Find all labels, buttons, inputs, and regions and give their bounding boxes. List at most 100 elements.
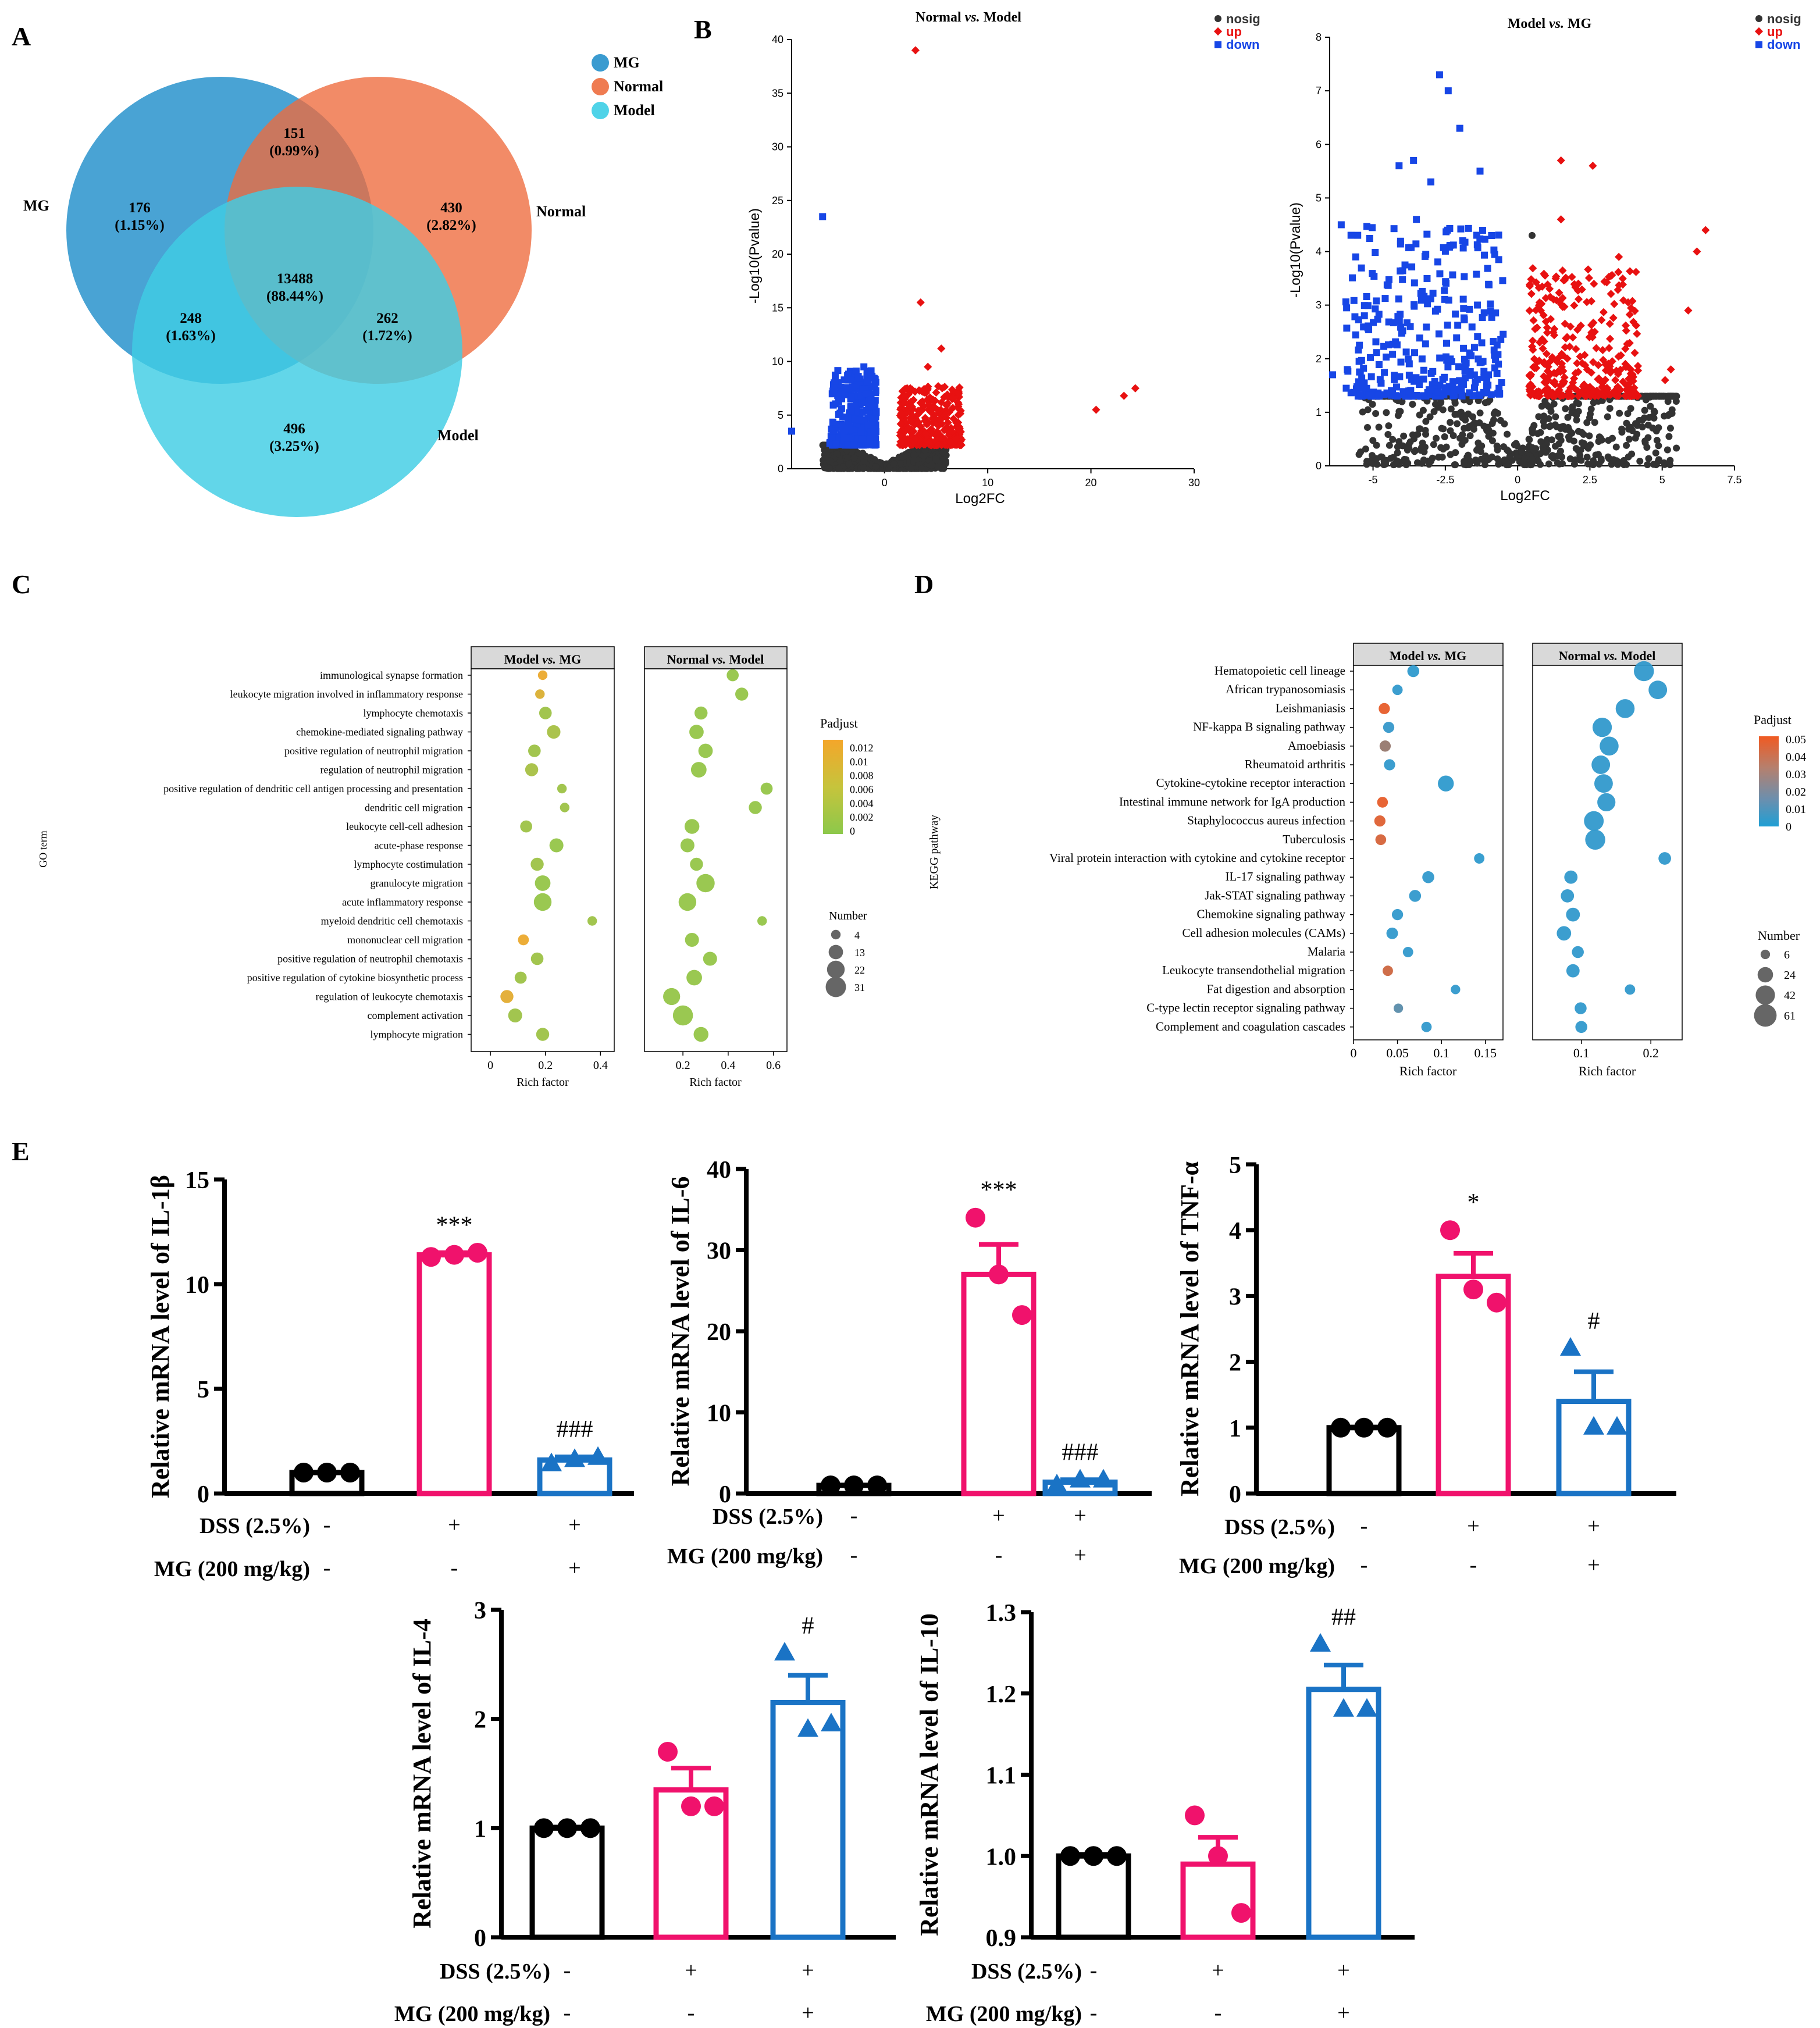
- bubble-point: [1409, 890, 1422, 902]
- volcano-point-down: [1473, 270, 1480, 278]
- volcano-point-up: [921, 429, 930, 438]
- y-tick-label: 40: [707, 1157, 731, 1184]
- volcano-point-down: [1356, 391, 1364, 398]
- row-value-dss: -: [564, 1958, 571, 1983]
- data-point: [1440, 1220, 1460, 1241]
- volcano-point-down: [1419, 288, 1426, 295]
- venn-diagram: 176 (1.15%) 430 (2.82%) 496 (3.25%) 151 …: [23, 54, 663, 517]
- y-axis-label: Relative mRNA level of TNF-α: [1176, 1161, 1204, 1497]
- term-label: lymphocyte costimulation: [354, 858, 463, 870]
- volcano-point-up: [900, 398, 909, 407]
- volcano-point-nosig: [1400, 432, 1408, 440]
- term-label: chemokine-mediated signaling pathway: [296, 726, 463, 738]
- x-tick-label: 0.4: [593, 1059, 608, 1072]
- volcano-point-nosig: [1584, 444, 1592, 452]
- y-tick-label: 5: [1316, 192, 1322, 204]
- volcano-point-down: [1350, 297, 1358, 304]
- data-point: [1463, 1279, 1483, 1300]
- volcano-point-down: [1469, 392, 1477, 400]
- panel-label-b: B: [694, 15, 712, 44]
- volcano-point-down: [832, 400, 839, 408]
- volcano-point-down: [828, 434, 836, 442]
- volcano-point-down: [1381, 369, 1388, 376]
- volcano-point-nosig: [1399, 442, 1406, 450]
- size-legend-label: 4: [854, 929, 860, 941]
- data-point: [658, 1741, 678, 1762]
- volcano-point-down: [1456, 377, 1463, 384]
- bubble-point: [1474, 853, 1485, 864]
- volcano-point-nosig: [1390, 454, 1397, 461]
- data-point: [1487, 1292, 1506, 1313]
- volcano-point-down: [1461, 367, 1469, 375]
- volcano-point-down: [1369, 224, 1376, 231]
- volcano-point-nosig: [1422, 418, 1430, 425]
- volcano-point-up: [1633, 329, 1641, 338]
- volcano-point-nosig: [1526, 443, 1533, 450]
- term-label: lymphocyte migration: [371, 1029, 463, 1040]
- volcano-point-down: [830, 386, 838, 393]
- volcano-point-nosig: [1386, 441, 1393, 449]
- volcano-point-nosig: [1405, 444, 1413, 451]
- volcano-point-up: [954, 418, 963, 427]
- volcano-point-up: [926, 408, 935, 416]
- volcano-point-up: [1558, 266, 1567, 275]
- row-value-dss: +: [1074, 1503, 1086, 1528]
- volcano-point-down: [1373, 297, 1380, 305]
- volcano-point-down: [1372, 338, 1380, 345]
- volcano-point-down: [1420, 366, 1427, 374]
- volcano-point-down: [1441, 373, 1448, 381]
- volcano-point-down: [854, 373, 862, 380]
- term-label: leukocyte migration involved in inflamma…: [230, 689, 463, 700]
- bubble-point: [693, 1027, 708, 1042]
- term-label: positive regulation of neutrophil chemot…: [277, 953, 463, 965]
- volcano-point-nosig: [843, 454, 851, 462]
- volcano-point-down: [1354, 231, 1362, 239]
- volcano-point-down: [1408, 263, 1416, 270]
- volcano-point-down: [1488, 313, 1495, 321]
- data-point: [444, 1245, 464, 1265]
- bubble-point: [530, 952, 544, 965]
- volcano-point-nosig: [1534, 430, 1541, 437]
- volcano-point-down: [1411, 302, 1418, 310]
- bar: [529, 1825, 605, 1940]
- volcano-point-nosig: [1540, 447, 1547, 455]
- volcano-point-nosig: [1494, 455, 1501, 463]
- y-tick-label: 30: [707, 1238, 731, 1265]
- volcano-point-up: [934, 382, 943, 391]
- volcano-point-down: [1496, 390, 1504, 397]
- data-point: [821, 1713, 842, 1732]
- volcano-point-nosig: [872, 463, 879, 471]
- volcano-point-up: [916, 298, 925, 307]
- go-facet1-xlabel: Rich factor: [517, 1076, 569, 1089]
- y-tick-label: 1: [1316, 407, 1322, 418]
- go-facet2-frame: [644, 668, 788, 1052]
- row-value-mg: +: [802, 2001, 814, 2025]
- bubble-point: [518, 934, 529, 946]
- volcano-point-nosig: [1541, 397, 1549, 405]
- term-label: positive regulation of dendritic cell an…: [163, 783, 463, 794]
- volcano-point-nosig: [1564, 414, 1572, 421]
- data-point: [1185, 1805, 1205, 1826]
- volcano1-legend-down-marker: [1214, 41, 1221, 48]
- volcano-point-down: [1481, 236, 1488, 243]
- volcano-point-up: [1633, 362, 1643, 370]
- volcano-point-down: [1474, 301, 1481, 309]
- volcano-point-down: [1355, 358, 1363, 365]
- bubble-point: [1594, 774, 1613, 793]
- bubble-point: [1575, 1002, 1587, 1014]
- bubble-point: [1584, 811, 1604, 831]
- volcano-point-nosig: [1422, 427, 1429, 434]
- volcano-point-down: [1461, 273, 1468, 280]
- panel-label-c: C: [12, 569, 31, 599]
- kegg-facet1-title: Model vs. MG: [1390, 648, 1467, 663]
- volcano-point-up: [918, 387, 927, 396]
- y-tick-label: 0.9: [986, 1925, 1017, 1952]
- y-tick-label: 2: [1229, 1350, 1241, 1377]
- bubble-point: [539, 707, 552, 719]
- volcano-point-down: [1405, 244, 1412, 251]
- volcano-point-nosig: [1618, 428, 1626, 436]
- volcano-point-nosig: [1666, 461, 1674, 469]
- volcano-point-down: [1367, 373, 1375, 380]
- volcano-point-down: [864, 378, 871, 386]
- term-label: NF-kappa B signaling pathway: [1193, 720, 1345, 734]
